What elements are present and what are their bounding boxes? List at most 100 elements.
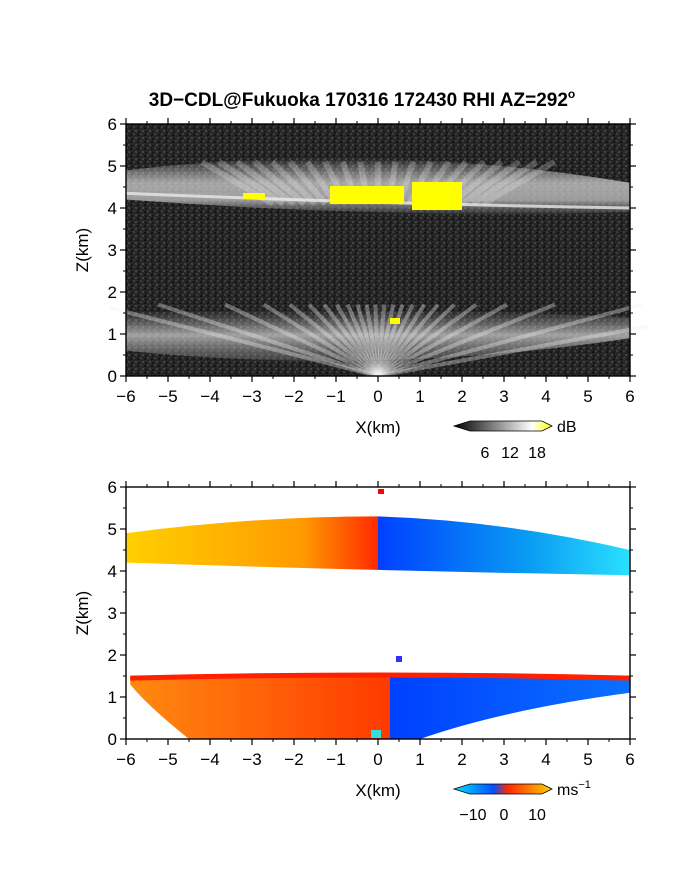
beam-streak bbox=[376, 303, 427, 378]
x-tick-label: 4 bbox=[541, 387, 550, 406]
colorbar-tick-label: 12 bbox=[501, 445, 519, 462]
echo-patch bbox=[330, 186, 404, 204]
y-tick-label: 6 bbox=[108, 115, 117, 134]
cloud-layer-upper bbox=[126, 158, 630, 214]
beam-streak bbox=[345, 303, 380, 377]
echo-patch bbox=[371, 730, 381, 738]
x-tick-label: −1 bbox=[326, 750, 345, 769]
echo-patch bbox=[378, 489, 384, 494]
colorbar-unit: dB bbox=[557, 419, 577, 436]
y-tick-label: 5 bbox=[108, 157, 117, 176]
echo-patch bbox=[412, 182, 462, 210]
colorbar-tick-label: 0 bbox=[500, 807, 509, 824]
x-tick-label: 3 bbox=[499, 750, 508, 769]
beam-streak bbox=[376, 304, 396, 377]
beam-streak bbox=[307, 303, 380, 378]
beam-streak bbox=[377, 302, 508, 378]
beam-streak bbox=[355, 304, 380, 377]
y-tick-label: 2 bbox=[108, 646, 117, 665]
velocity-echo-patches bbox=[371, 489, 402, 738]
x-tick-label: −2 bbox=[284, 750, 303, 769]
x-tick-label: −6 bbox=[116, 387, 135, 406]
beam-streak bbox=[460, 159, 521, 207]
beam-streak bbox=[376, 302, 478, 378]
beam-streak bbox=[376, 303, 440, 378]
beam-streak bbox=[252, 159, 307, 207]
echo-patch bbox=[243, 193, 265, 199]
echo-patch bbox=[396, 656, 402, 662]
velocity-layer-lower bbox=[130, 674, 630, 739]
y-tick-label: 3 bbox=[108, 604, 117, 623]
beam-streak bbox=[377, 302, 643, 378]
reflectivity-colorbar: dB 6 12 18 bbox=[452, 419, 577, 462]
y-tick-label: 3 bbox=[108, 241, 117, 260]
colorbar-tick-label: 6 bbox=[481, 445, 490, 462]
y-tick-label: 0 bbox=[108, 367, 117, 386]
reflectivity-xlabel: X(km) bbox=[355, 418, 400, 437]
y-tick-label: 4 bbox=[108, 562, 117, 581]
x-tick-label: −5 bbox=[158, 750, 177, 769]
beam-streak bbox=[470, 159, 539, 207]
reflectivity-axes: −6 −5 −4 −3 −2 −1 0 1 2 3 4 5 6 0 1 2 3 4 5 6 bbox=[108, 115, 636, 406]
x-tick-label: −6 bbox=[116, 750, 135, 769]
reflectivity-echo-patches bbox=[243, 182, 462, 324]
echo-patch bbox=[390, 318, 400, 324]
colorbar-tick-label: 10 bbox=[528, 807, 546, 824]
beam-streak bbox=[224, 302, 379, 378]
velocity-xlabel: X(km) bbox=[355, 781, 400, 800]
y-tick-label: 1 bbox=[108, 688, 117, 707]
figure-title: 3D−CDL@Fukuoka 170316 172430 RHI AZ=292o bbox=[149, 87, 576, 111]
velocity-layer-upper bbox=[126, 516, 630, 576]
x-tick-label: 0 bbox=[373, 387, 382, 406]
beam-streak bbox=[373, 304, 380, 377]
x-tick-label: 5 bbox=[583, 387, 592, 406]
x-tick-label: 2 bbox=[457, 387, 466, 406]
velocity-axes: −6 −5 −4 −3 −2 −1 0 1 2 3 4 5 6 0 1 2 3 4 5 6 bbox=[108, 478, 636, 769]
beam-streak bbox=[481, 159, 556, 207]
x-tick-label: −3 bbox=[242, 750, 261, 769]
beam-streak bbox=[270, 159, 318, 206]
velocity-ylabel: Z(km) bbox=[73, 591, 92, 635]
beam-streak bbox=[376, 303, 456, 378]
x-tick-label: 2 bbox=[457, 750, 466, 769]
x-tick-label: 6 bbox=[625, 750, 634, 769]
beam-streak bbox=[262, 302, 380, 378]
x-tick-label: 3 bbox=[499, 387, 508, 406]
x-tick-label: −3 bbox=[242, 387, 261, 406]
beam-streak bbox=[109, 305, 379, 378]
y-tick-label: 5 bbox=[108, 520, 117, 539]
beam-streak bbox=[376, 303, 405, 377]
colorbar-bar bbox=[452, 420, 553, 432]
beam-streak bbox=[376, 304, 387, 377]
beam-streak bbox=[364, 304, 380, 377]
cloud-layer-lower bbox=[126, 309, 630, 361]
beam-streak bbox=[335, 303, 380, 378]
x-tick-label: 1 bbox=[415, 387, 424, 406]
colorbar-unit: ms−1 bbox=[557, 779, 591, 799]
colorbar-bar bbox=[452, 783, 553, 795]
colorbar-tick-label: 18 bbox=[528, 445, 546, 462]
x-tick-label: 5 bbox=[583, 750, 592, 769]
reflectivity-ylabel: Z(km) bbox=[73, 228, 92, 272]
x-tick-label: −4 bbox=[200, 750, 219, 769]
y-tick-label: 2 bbox=[108, 283, 117, 302]
y-tick-label: 0 bbox=[108, 730, 117, 749]
beam-streak bbox=[217, 159, 286, 207]
beam-streak bbox=[288, 303, 380, 378]
x-tick-label: −5 bbox=[158, 387, 177, 406]
y-tick-label: 1 bbox=[108, 325, 117, 344]
velocity-layer-lower-top bbox=[130, 672, 631, 681]
x-tick-label: −2 bbox=[284, 387, 303, 406]
beam-streak bbox=[377, 302, 556, 378]
velocity-layers bbox=[126, 516, 631, 739]
x-tick-label: 6 bbox=[625, 387, 634, 406]
x-tick-label: 1 bbox=[415, 750, 424, 769]
x-tick-label: −4 bbox=[200, 387, 219, 406]
colorbar-tick-label: −10 bbox=[459, 807, 486, 824]
y-tick-label: 6 bbox=[108, 478, 117, 497]
beam-streak bbox=[377, 324, 649, 378]
beam-streak bbox=[235, 159, 296, 207]
x-tick-label: 4 bbox=[541, 750, 550, 769]
